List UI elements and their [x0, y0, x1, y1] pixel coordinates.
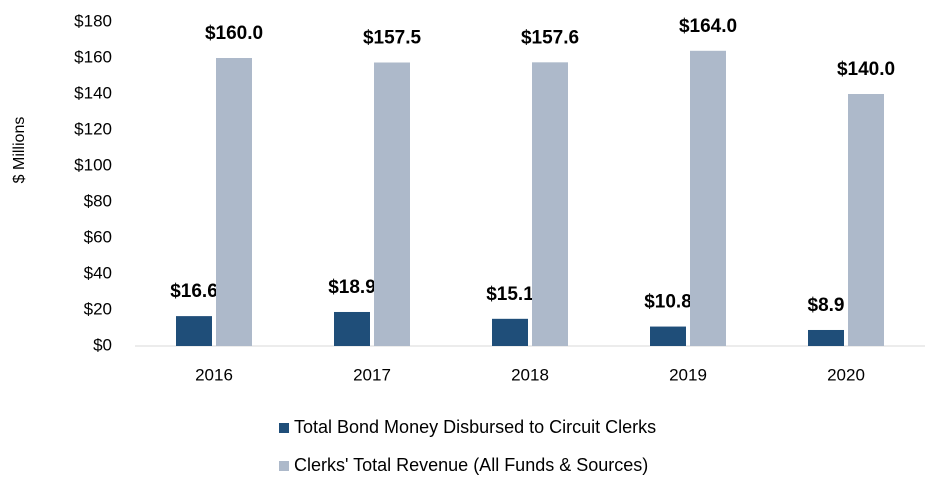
- bar: [808, 329, 844, 346]
- y-tick-label: $80: [84, 191, 112, 210]
- legend-swatch: [279, 461, 289, 471]
- y-tick-label: $100: [74, 155, 112, 174]
- value-label: $140.0: [837, 59, 895, 80]
- y-axis-label: $ Millions: [11, 117, 28, 184]
- y-tick-label: $140: [74, 83, 112, 102]
- value-label: $157.5: [363, 28, 422, 49]
- bar: [532, 62, 568, 346]
- bar: [492, 318, 528, 346]
- y-tick-label: $40: [84, 263, 112, 282]
- y-tick-label: $0: [93, 335, 112, 354]
- value-label: $157.6: [521, 27, 579, 48]
- bar: [690, 50, 726, 347]
- bar: [334, 311, 370, 346]
- x-tick-label: 2019: [669, 365, 707, 384]
- bar: [176, 316, 212, 346]
- bar: [848, 94, 884, 346]
- x-tick-label: 2017: [353, 365, 391, 384]
- y-tick-label: $120: [74, 119, 112, 138]
- x-tick-label: 2020: [827, 365, 865, 384]
- y-tick-label: $20: [84, 299, 112, 318]
- value-label: $18.9: [328, 277, 376, 298]
- value-label: $164.0: [679, 16, 737, 37]
- value-label: $16.6: [170, 281, 218, 302]
- value-label: $8.9: [808, 295, 845, 316]
- bar: [216, 58, 252, 346]
- value-label: $15.1: [486, 284, 534, 305]
- bar: [650, 326, 686, 346]
- bar: [374, 62, 410, 346]
- y-tick-label: $180: [74, 11, 112, 30]
- y-tick-label: $160: [74, 47, 112, 66]
- x-tick-label: 2018: [511, 365, 549, 384]
- value-label: $160.0: [205, 23, 263, 44]
- value-label: $10.8: [644, 292, 692, 313]
- legend-label: Total Bond Money Disbursed to Circuit Cl…: [294, 417, 656, 437]
- y-tick-label: $60: [84, 227, 112, 246]
- legend-swatch: [279, 423, 289, 433]
- x-tick-label: 2016: [195, 365, 233, 384]
- legend-label: Clerks' Total Revenue (All Funds & Sourc…: [294, 455, 648, 475]
